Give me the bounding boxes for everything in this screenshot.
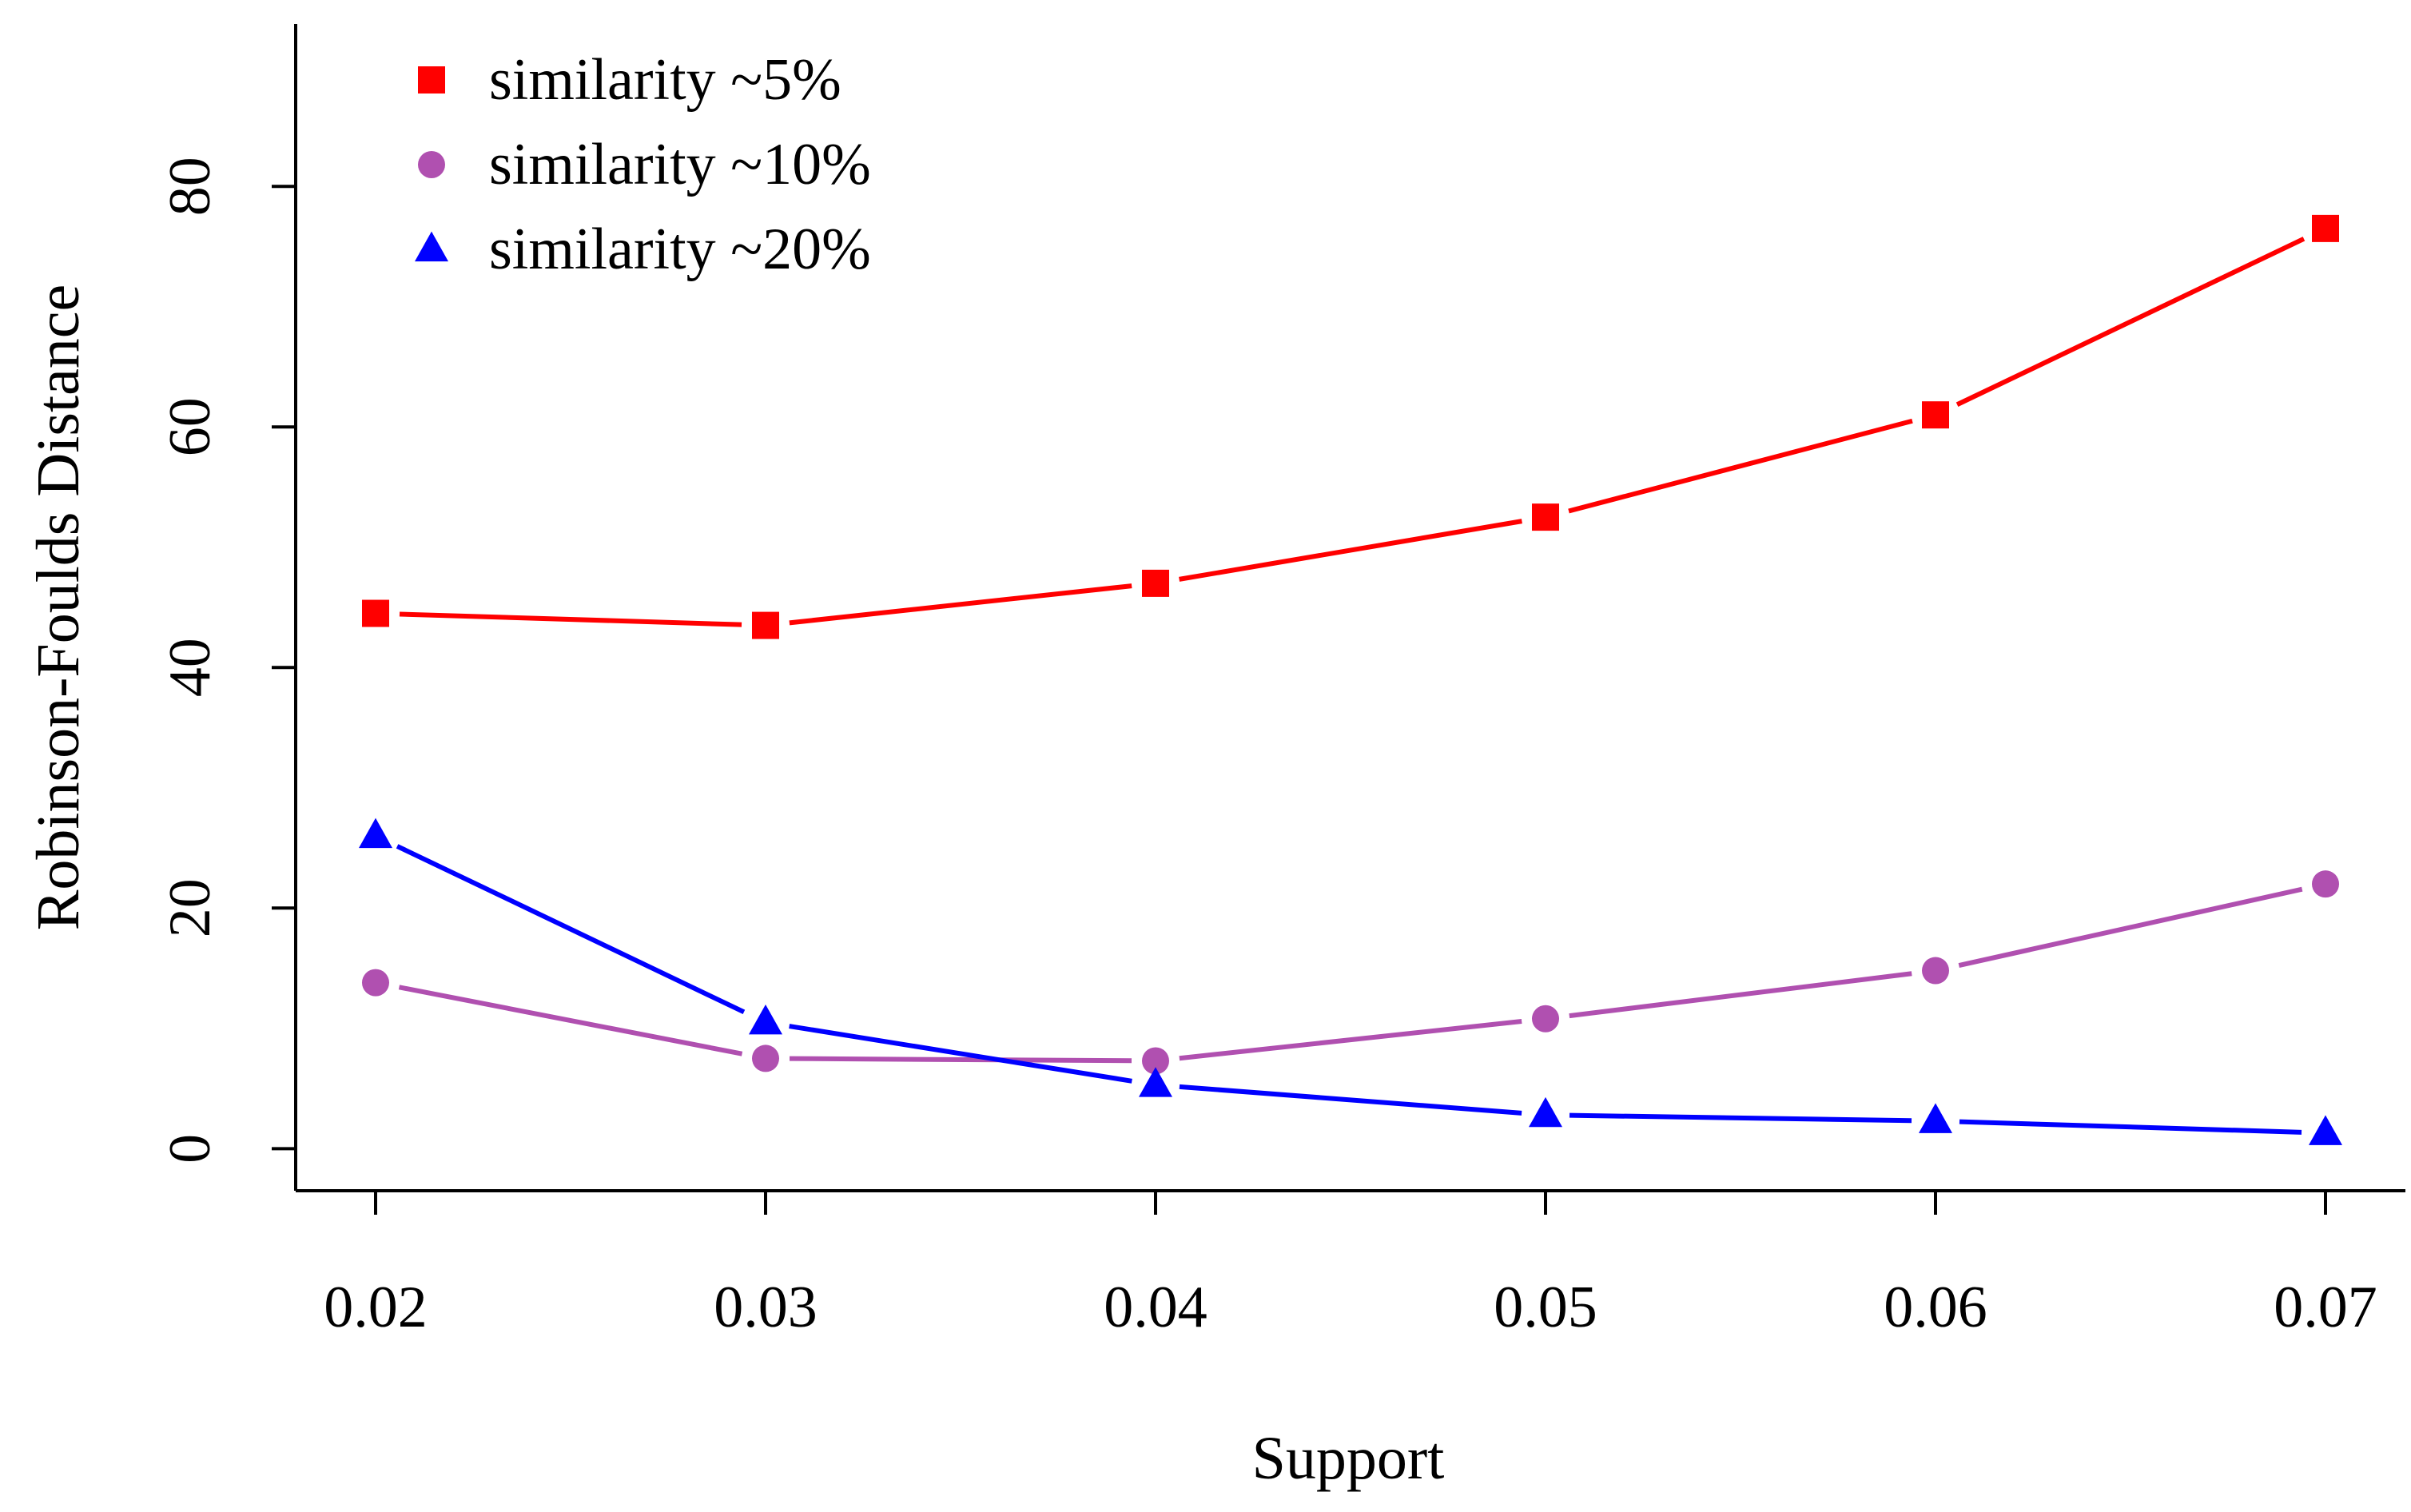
data-point [1139, 1067, 1172, 1097]
data-point [1919, 1103, 1952, 1133]
x-axis-ticks: 0.02 0.03 0.04 0.05 0.06 0.07 [324, 1191, 2377, 1340]
series-line-segment [398, 985, 743, 1056]
series-line-segment [789, 1024, 1132, 1084]
series-layer [359, 214, 2342, 1145]
series-line-segment [396, 844, 746, 1015]
series-line-segment [1568, 418, 1913, 514]
x-tick-label: 0.02 [324, 1275, 428, 1340]
data-point [752, 1044, 779, 1072]
data-point [1532, 1005, 1559, 1033]
data-point [1142, 1047, 1169, 1075]
x-tick-label: 0.05 [1494, 1275, 1597, 1340]
series-line-segment [789, 583, 1132, 626]
series-line-segment [1959, 1119, 2302, 1135]
x-tick-label: 0.06 [1884, 1275, 1987, 1340]
y-tick-label: 0 [157, 1134, 223, 1164]
data-point [2309, 1115, 2342, 1145]
series-line-segment [1569, 1112, 1912, 1124]
series-line-segment [1958, 886, 2303, 968]
series-line-segment [789, 1056, 1132, 1064]
x-tick-label: 0.04 [1104, 1275, 1207, 1340]
legend-label: similarity ~10% [489, 132, 871, 197]
y-axis-title: Robinson-Foulds Distance [25, 284, 92, 931]
series-3 [359, 818, 2342, 1145]
legend-label: similarity ~20% [489, 217, 871, 282]
y-tick-label: 20 [157, 878, 223, 937]
data-point [1142, 569, 1169, 597]
series-1 [362, 214, 2339, 639]
data-point [2312, 870, 2339, 898]
x-tick-label: 0.07 [2274, 1275, 2377, 1340]
series-2 [362, 870, 2339, 1075]
data-point [752, 611, 779, 639]
data-point [749, 1004, 782, 1035]
series-line-segment [1955, 237, 2306, 407]
data-point [1529, 1096, 1562, 1128]
y-tick-label: 60 [157, 397, 223, 456]
series-line-segment [399, 611, 742, 627]
y-tick-label: 40 [157, 638, 223, 697]
data-point [1922, 401, 1949, 429]
data-point [1532, 503, 1559, 531]
legend-marker [415, 231, 448, 262]
series-line-segment [1569, 971, 1912, 1019]
data-point [2312, 214, 2339, 242]
data-point [362, 599, 389, 627]
legend-label: similarity ~5% [489, 47, 841, 113]
legend-marker [418, 66, 445, 94]
x-tick-label: 0.03 [714, 1275, 818, 1340]
data-point [359, 818, 392, 849]
legend-marker [418, 151, 445, 178]
series-line-segment [1179, 1019, 1522, 1061]
x-axis-title: Support [1252, 1425, 1445, 1492]
data-point [362, 969, 389, 997]
series-line-segment [1179, 519, 1522, 582]
data-point [1922, 957, 1949, 985]
axes [294, 24, 2405, 1192]
y-axis-ticks: 0 20 40 60 80 [157, 157, 296, 1164]
y-tick-label: 80 [157, 157, 223, 216]
legend: similarity ~5% similarity ~10% similarity … [415, 47, 871, 282]
series-line-segment [1179, 1084, 1522, 1116]
